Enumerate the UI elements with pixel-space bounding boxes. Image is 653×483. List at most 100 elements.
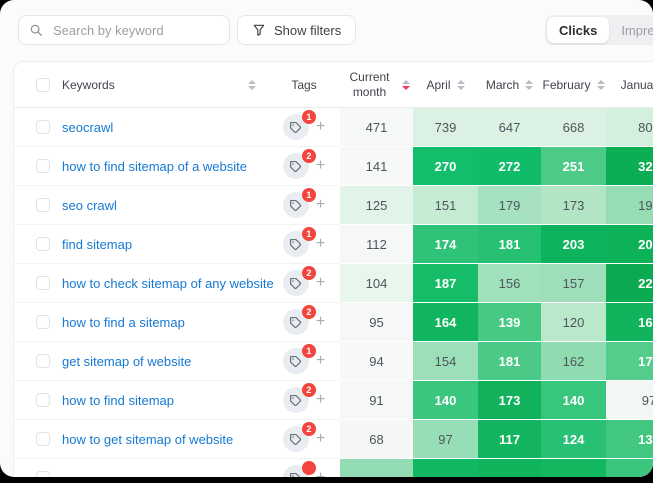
add-tag-icon[interactable]: +	[315, 196, 326, 213]
tag-icon	[290, 121, 302, 133]
column-header-tags: Tags	[268, 62, 340, 108]
row-checkbox[interactable]	[36, 315, 50, 329]
row-checkbox[interactable]	[36, 471, 50, 477]
table-row: how to find sitemap 2 + 91 140 173 140 97	[14, 381, 653, 420]
month-value-cell: 157	[541, 264, 606, 303]
current-month-cell: 94	[340, 342, 413, 381]
month-value-cell: 272	[478, 147, 541, 186]
sort-icon-march[interactable]	[525, 79, 534, 90]
add-tag-icon[interactable]: +	[315, 235, 326, 252]
row-checkbox[interactable]	[36, 198, 50, 212]
table-row: how to check sitemap of any website 2 + …	[14, 264, 653, 303]
month-value-cell: 120	[541, 303, 606, 342]
month-value-cell: 97	[606, 381, 653, 420]
current-month-cell: 112	[340, 225, 413, 264]
tag-icon	[290, 238, 302, 250]
add-tag-icon[interactable]: +	[315, 157, 326, 174]
table-row: +	[14, 459, 653, 477]
tag-button[interactable]: 1	[282, 227, 316, 257]
tag-button[interactable]: 2	[282, 149, 316, 179]
keyword-link[interactable]: how to find a sitemap	[62, 314, 185, 330]
table-body: seocrawl 1 + 471 739647668807 how to fin…	[14, 108, 653, 477]
row-checkbox[interactable]	[36, 159, 50, 173]
row-checkbox[interactable]	[36, 120, 50, 134]
add-tag-icon[interactable]: +	[316, 470, 325, 478]
column-header-february[interactable]: February	[541, 62, 606, 108]
keyword-link[interactable]: how to get sitemap of website	[62, 431, 234, 447]
search-box[interactable]	[18, 15, 231, 45]
month-value-cell	[606, 459, 653, 477]
row-checkbox[interactable]	[36, 276, 50, 290]
month-value-cell: 132	[606, 420, 653, 459]
tag-icon	[290, 277, 302, 289]
keyword-cell: how to find a sitemap	[14, 303, 268, 342]
month-value-cell: 167	[606, 303, 653, 342]
keyword-link[interactable]: seo crawl	[62, 197, 117, 213]
month-value-cell: 326	[606, 147, 653, 186]
column-header-march[interactable]: March	[478, 62, 541, 108]
toggle-clicks[interactable]: Clicks	[547, 17, 610, 43]
select-all-checkbox[interactable]	[36, 77, 50, 92]
table-row: get sitemap of website 1 + 94 154 181 162 1…	[14, 342, 653, 381]
month-value-cell: 140	[541, 381, 606, 420]
add-tag-icon[interactable]: +	[315, 118, 326, 135]
month-value-cell: 174	[413, 225, 478, 264]
keyword-link[interactable]: how to check sitemap of any website	[62, 275, 274, 291]
column-header-keywords[interactable]: Keywords	[14, 62, 268, 108]
column-header-current-month[interactable]: Current month	[340, 62, 413, 108]
month-value-cell: 187	[413, 264, 478, 303]
sort-icon-february[interactable]	[596, 79, 605, 90]
month-value-cell: 647	[478, 108, 541, 147]
row-checkbox[interactable]	[36, 237, 50, 251]
add-tag-icon[interactable]: +	[315, 391, 326, 408]
month-value-cell: 220	[606, 264, 653, 303]
keyword-link[interactable]: seocrawl	[62, 119, 114, 135]
tag-button[interactable]: 2	[282, 305, 316, 335]
tag-icon	[290, 394, 302, 406]
tag-button[interactable]: 2	[282, 422, 316, 452]
tags-header-label: Tags	[291, 77, 317, 92]
tag-button[interactable]: 1	[282, 344, 316, 374]
tag-button[interactable]: 1	[282, 110, 316, 140]
month-value-cell: 124	[541, 420, 606, 459]
month-value-cell: 270	[413, 147, 478, 186]
row-checkbox[interactable]	[36, 393, 50, 407]
add-tag-icon[interactable]: +	[315, 274, 326, 291]
current-month-header-label: Current month	[349, 69, 390, 99]
add-tag-icon[interactable]: +	[315, 430, 326, 447]
show-filters-button[interactable]: Show filters	[237, 15, 357, 45]
column-header-january[interactable]: January	[606, 62, 653, 108]
tag-icon	[290, 199, 302, 211]
current-month-cell: 471	[340, 108, 413, 147]
tag-button[interactable]: 1	[282, 188, 316, 218]
month-value-cell: 251	[541, 147, 606, 186]
toggle-impressions[interactable]: Impressions	[621, 22, 653, 38]
current-month-cell	[340, 459, 413, 477]
month-header-label: April	[426, 77, 451, 92]
keyword-cell: find sitemap	[14, 225, 268, 264]
row-checkbox[interactable]	[36, 432, 50, 446]
tags-cell: +	[268, 459, 340, 477]
sort-icon-current-month-desc[interactable]	[401, 79, 410, 90]
keyword-link[interactable]: how to find sitemap of a website	[62, 158, 247, 174]
month-value-cell: 181	[478, 225, 541, 264]
tag-button[interactable]: 2	[282, 266, 316, 296]
sort-icon-keywords[interactable]	[248, 79, 256, 90]
tag-button[interactable]: 2	[282, 383, 316, 413]
month-header-label: March	[485, 77, 520, 92]
tags-cell: 2 +	[268, 147, 340, 186]
search-input[interactable]	[51, 21, 231, 39]
tag-button[interactable]	[282, 461, 316, 477]
keyword-link[interactable]: how to find sitemap	[62, 392, 175, 408]
add-tag-icon[interactable]: +	[315, 352, 326, 369]
tags-cell: 2 +	[268, 303, 340, 342]
tags-cell: 2 +	[268, 381, 340, 420]
month-value-cell: 173	[541, 186, 606, 225]
add-tag-icon[interactable]: +	[315, 313, 326, 330]
sort-icon-april[interactable]	[456, 79, 465, 90]
keyword-link[interactable]: get sitemap of website	[62, 353, 192, 369]
tag-icon	[290, 355, 302, 367]
keyword-link[interactable]: find sitemap	[62, 236, 133, 252]
column-header-april[interactable]: April	[413, 62, 478, 108]
row-checkbox[interactable]	[36, 354, 50, 368]
